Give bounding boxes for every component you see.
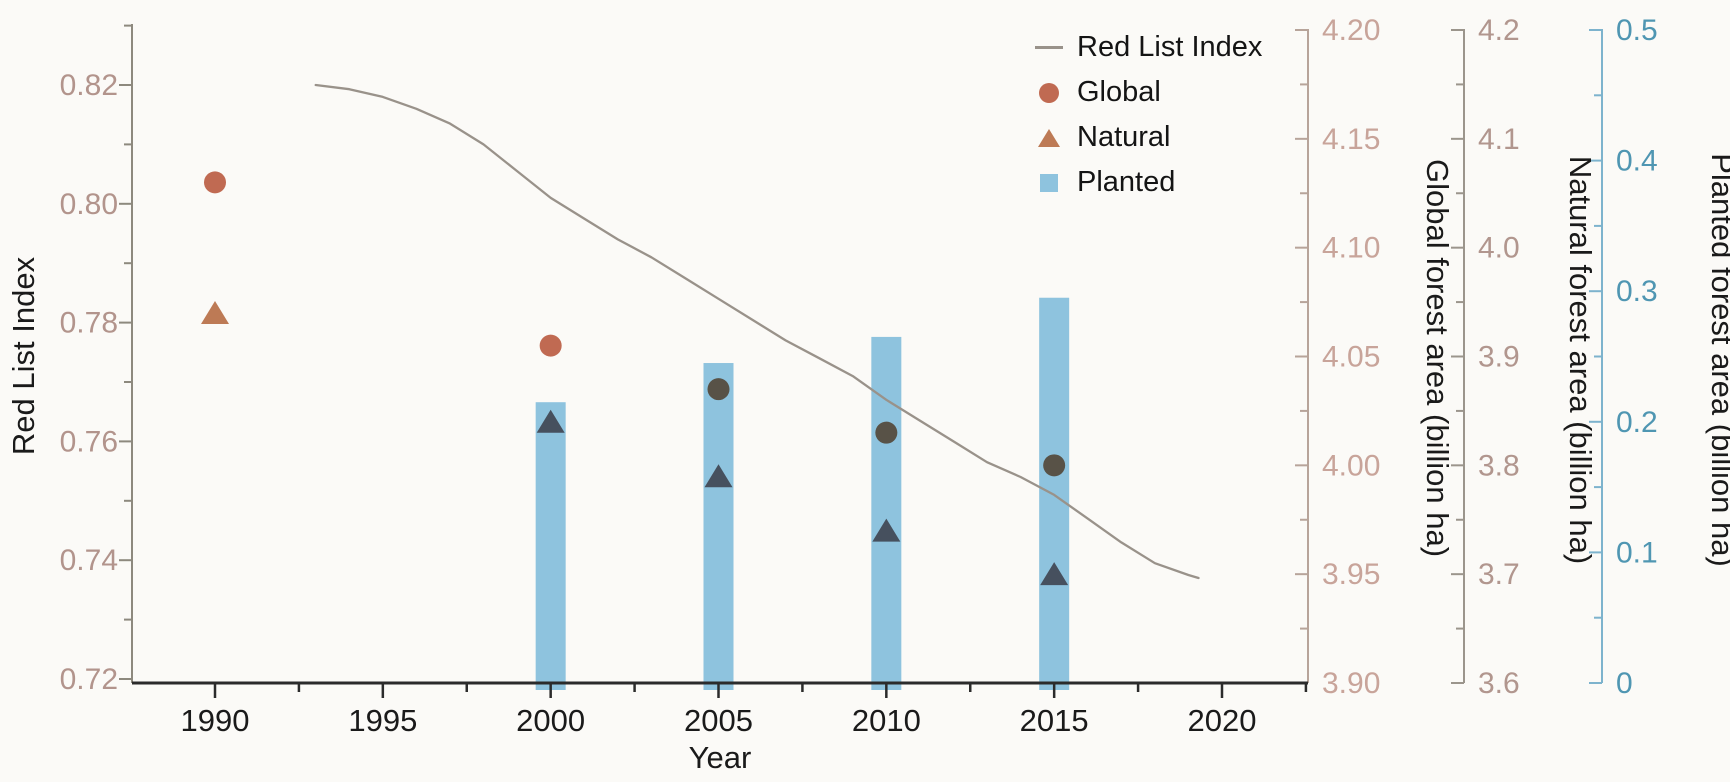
red-list-index-line-layer — [314, 83, 1200, 580]
x-tick-label: 2000 — [516, 703, 585, 738]
natural-forest-point — [536, 409, 565, 433]
rli-tick-label: 0.78 — [60, 307, 118, 340]
y-axis-title-natural-forest-area: Natural forest area (billion ha) — [1563, 156, 1598, 564]
triangle-swatch — [1038, 128, 1060, 147]
x-tick-label: 2020 — [1188, 703, 1257, 738]
x-tick-label: 2010 — [852, 703, 921, 738]
legend-label: Red List Index — [1077, 31, 1263, 63]
rli-tick-label: 0.80 — [60, 188, 118, 221]
rli-tick-label: 0.82 — [60, 69, 118, 102]
planted-tick-label: 0.1 — [1616, 536, 1658, 569]
rli-tick-label: 0.74 — [60, 544, 118, 577]
y-axis-title-global-forest-area: Global forest area (billion ha) — [1420, 159, 1455, 557]
global-forest-point — [204, 171, 226, 194]
axes-layer: 0.820.800.780.760.740.724.204.154.104.05… — [60, 14, 1658, 738]
x-axis-title: Year — [689, 740, 752, 775]
global-tick-label: 3.95 — [1322, 558, 1380, 591]
circle-swatch — [1039, 82, 1059, 103]
rli-tick-label: 0.72 — [60, 663, 118, 696]
natural-forest-point — [704, 464, 733, 488]
planted-bar — [535, 402, 566, 690]
legend-row-red-list-index: Red List Index — [1032, 25, 1262, 70]
x-tick-label: 1990 — [181, 703, 250, 738]
natural-tick-label: 4.0 — [1478, 232, 1520, 265]
x-tick-label: 2005 — [684, 703, 753, 738]
global-forest-point — [539, 334, 562, 357]
natural-tick-label: 3.7 — [1478, 558, 1520, 591]
legend-label: Planted — [1077, 166, 1176, 198]
scatter-markers-layer — [201, 171, 1069, 586]
natural-tick-label: 3.6 — [1478, 667, 1520, 700]
x-tick-label: 2015 — [1020, 703, 1089, 738]
global-forest-point — [707, 378, 730, 401]
planted-tick-label: 0 — [1616, 667, 1633, 700]
global-forest-point — [875, 421, 898, 444]
natural-tick-label: 4.1 — [1478, 123, 1520, 156]
natural-forest-point — [201, 300, 229, 324]
y-axis-title-planted-forest-area: Planted forest area (billion ha) — [1705, 153, 1730, 567]
red-list-index-line — [314, 83, 1200, 580]
planted-bar — [871, 336, 902, 690]
planted-bars-layer — [535, 297, 1070, 690]
planted-tick-label: 0.2 — [1616, 406, 1658, 439]
global-tick-label: 4.15 — [1322, 123, 1380, 156]
natural-tick-label: 4.2 — [1478, 14, 1520, 47]
global-tick-label: 4.05 — [1322, 341, 1380, 374]
global-forest-point — [1043, 454, 1066, 477]
natural-forest-point — [872, 518, 901, 542]
natural-tick-label: 3.8 — [1478, 449, 1520, 482]
square-swatch — [1040, 173, 1058, 192]
planted-tick-label: 0.3 — [1616, 275, 1658, 308]
global-tick-label: 4.00 — [1322, 449, 1380, 482]
natural-forest-point — [1040, 562, 1069, 586]
y-axis-title-red-list-index: Red List Index — [6, 256, 41, 455]
legend-label: Global — [1077, 76, 1161, 108]
rli-tick-label: 0.76 — [60, 425, 118, 458]
line-swatch — [1035, 46, 1063, 49]
legend-row-global: Global — [1032, 70, 1262, 115]
x-tick-label: 1995 — [348, 703, 417, 738]
legend: Red List Index Global Natural Planted — [1032, 25, 1262, 205]
planted-tick-label: 0.4 — [1616, 145, 1658, 178]
natural-tick-label: 3.9 — [1478, 341, 1520, 374]
global-tick-label: 3.90 — [1322, 667, 1380, 700]
legend-row-planted: Planted — [1032, 160, 1262, 205]
legend-label: Natural — [1077, 121, 1171, 153]
legend-row-natural: Natural — [1032, 115, 1262, 160]
global-tick-label: 4.20 — [1322, 14, 1380, 47]
planted-bar — [703, 363, 734, 690]
global-tick-label: 4.10 — [1322, 232, 1380, 265]
planted-tick-label: 0.5 — [1616, 14, 1658, 47]
